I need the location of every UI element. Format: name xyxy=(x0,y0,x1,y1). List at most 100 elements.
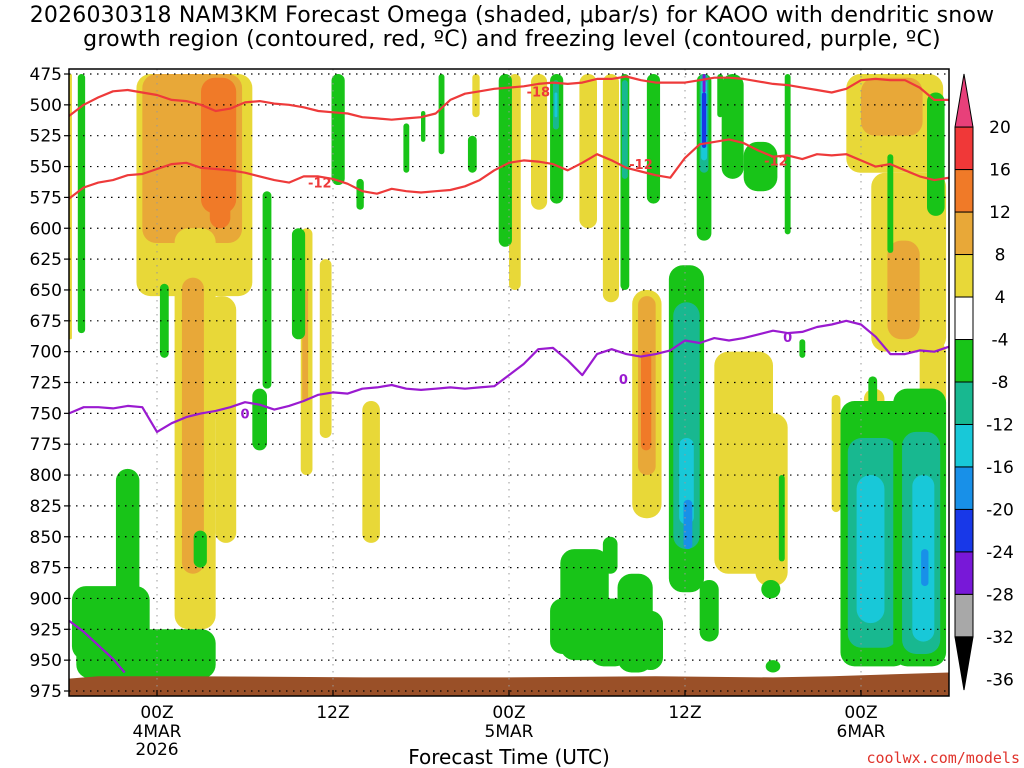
omega-region xyxy=(927,92,945,216)
omega-region xyxy=(921,549,929,587)
omega-region xyxy=(646,74,661,204)
y-axis: 475 500 525 550 575 600 625 650 675 700 725 750 775 8… xyxy=(30,65,69,702)
colorbar-swatch xyxy=(954,551,974,595)
y-tick-label: 575 xyxy=(30,188,62,208)
x-tick-label: 00Z xyxy=(140,703,173,723)
y-tick-label: 950 xyxy=(30,651,62,671)
omega-region xyxy=(498,74,512,247)
colorbar-swatch xyxy=(954,254,974,298)
contour-labels: -18 -12 -12 -12 0 0 0 xyxy=(240,85,792,422)
omega-region xyxy=(717,74,724,118)
colorbar-label: -20 xyxy=(986,500,1014,520)
omega-region xyxy=(868,376,878,426)
colorbar-swatch xyxy=(954,381,974,425)
chart-title: 2026030318 NAM3KM Forecast Omega (shaded… xyxy=(0,4,1024,52)
ground-terrain xyxy=(69,672,949,696)
x-axis-label: Forecast Time (UTC) xyxy=(408,745,610,768)
omega-region xyxy=(467,135,477,173)
omega-region xyxy=(554,92,558,118)
omega-region xyxy=(291,228,306,340)
omega-region xyxy=(262,191,272,389)
omega-region xyxy=(701,92,707,149)
y-tick-label: 675 xyxy=(30,312,62,332)
dendritic-contour-label: -12 xyxy=(308,177,332,192)
omega-region xyxy=(76,629,216,679)
colorbar-label: -16 xyxy=(986,458,1014,478)
omega-region xyxy=(209,92,231,229)
colorbar-swatch xyxy=(954,508,974,553)
omega-region xyxy=(579,74,597,229)
freezing-level-label: 0 xyxy=(240,407,249,422)
omega-region xyxy=(252,388,267,451)
omega-region xyxy=(403,123,410,173)
x-tick-date: 5MAR xyxy=(485,722,534,742)
omega-region xyxy=(331,74,345,186)
contour-lines xyxy=(69,75,949,674)
colorbar-swatch xyxy=(954,593,974,638)
colorbar-swatch xyxy=(954,423,974,468)
omega-region xyxy=(765,660,781,673)
omega-region xyxy=(721,74,744,179)
colorbar-label: -36 xyxy=(986,670,1014,690)
y-tick-label: 475 xyxy=(30,65,62,85)
omega-region xyxy=(641,351,652,451)
omega-region xyxy=(784,74,791,235)
colorbar-swatch xyxy=(954,211,974,256)
omega-region xyxy=(531,74,548,210)
colorbar-swatch xyxy=(954,339,974,383)
y-tick-label: 550 xyxy=(30,158,62,178)
x-tick-label: 12Z xyxy=(316,703,349,723)
colorbar-swatch xyxy=(954,296,974,341)
credit-text: coolwx.com/models xyxy=(866,749,1020,767)
freezing-level-contour-main xyxy=(69,319,949,433)
omega-region xyxy=(206,296,237,420)
omega-region xyxy=(621,80,628,179)
colorbar-label: -24 xyxy=(986,543,1014,563)
omega-region xyxy=(215,401,237,543)
colorbar-label: -12 xyxy=(986,415,1014,435)
y-tick-label: 525 xyxy=(30,127,62,147)
omega-region xyxy=(861,77,923,136)
colorbar-swatch xyxy=(954,169,974,213)
y-tick-label: 725 xyxy=(30,374,62,394)
omega-region xyxy=(181,277,204,574)
omega-region xyxy=(319,259,332,439)
y-tick-label: 600 xyxy=(30,219,62,239)
y-tick-label: 800 xyxy=(30,466,62,486)
omega-region xyxy=(472,74,480,118)
omega-region xyxy=(115,468,140,599)
freezing-level-label: 0 xyxy=(619,373,628,388)
y-tick-label: 925 xyxy=(30,620,62,640)
omega-region xyxy=(438,74,445,155)
chart-title-line1: 2026030318 NAM3KM Forecast Omega (shaded… xyxy=(29,3,995,28)
x-tick-date: 6MAR xyxy=(837,722,886,742)
y-tick-label: 500 xyxy=(30,96,62,116)
colorbar-label: 4 xyxy=(995,288,1006,308)
omega-shading xyxy=(69,74,949,696)
freezing-level-label: 0 xyxy=(783,331,792,346)
omega-region xyxy=(887,154,894,253)
y-tick-label: 750 xyxy=(30,404,62,424)
omega-region xyxy=(602,74,619,303)
omega-region xyxy=(638,610,663,671)
x-tick-year: 2026 xyxy=(135,740,178,760)
omega-region xyxy=(699,579,719,642)
colorbar: 20 16 12 8 4 -4 -8 -12 -16 -20 -24 -28 -32 -36 xyxy=(954,73,1014,690)
omega-region xyxy=(421,111,426,142)
omega-region xyxy=(550,598,575,654)
omega-region xyxy=(702,74,706,93)
x-tick-label: 00Z xyxy=(492,703,525,723)
colorbar-label: 16 xyxy=(989,161,1011,181)
omega-region xyxy=(761,579,781,599)
omega-region xyxy=(778,475,785,562)
chart-title-line2: growth region (contoured, red, ºC) and f… xyxy=(83,27,941,52)
y-tick-label: 900 xyxy=(30,589,62,609)
colorbar-swatch xyxy=(954,126,974,171)
colorbar-label: 8 xyxy=(995,246,1006,266)
colorbar-label: 12 xyxy=(989,203,1011,223)
y-tick-label: 775 xyxy=(30,435,62,455)
omega-region xyxy=(193,530,207,568)
colorbar-label: -28 xyxy=(986,585,1014,605)
omega-region xyxy=(887,240,920,340)
